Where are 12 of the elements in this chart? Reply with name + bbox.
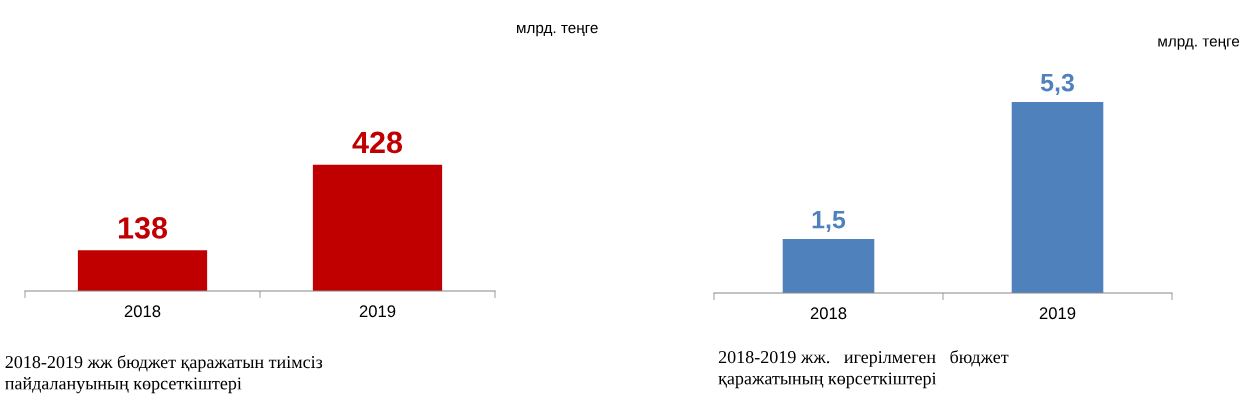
text: млрд. теңге [1158, 38, 1240, 50]
text: 2018-2019 жж. игерілмеген бюджет қаражатының көрсеткіштері [718, 350, 1009, 389]
data-label: 5,3 [1040, 73, 1074, 96]
data-label: 1,5 [812, 210, 846, 233]
text: 2018-2019 жж бюджет қаражатын тиімсіз пайдалануының көрсеткіштері [5, 355, 323, 394]
text: млрд. теңге [517, 24, 598, 37]
data-label: 138 [118, 217, 168, 239]
x-tick-label: 2019 [359, 305, 396, 318]
x-tick-label: 2019 [1039, 307, 1076, 320]
x-tick-label: 2018 [810, 307, 847, 320]
data-label: 428 [352, 131, 403, 154]
x-tick-label: 2018 [124, 305, 161, 318]
